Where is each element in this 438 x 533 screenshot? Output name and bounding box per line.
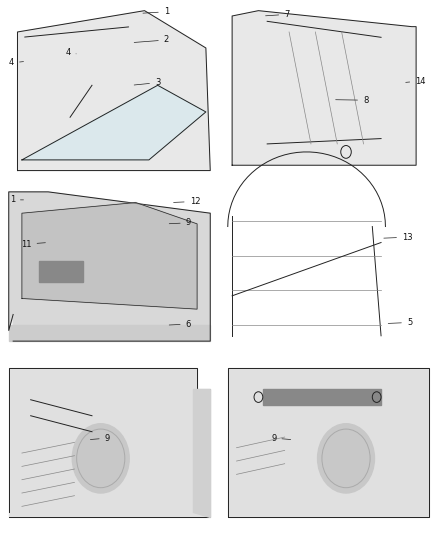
Bar: [39, 261, 83, 282]
Circle shape: [72, 424, 129, 493]
Polygon shape: [22, 203, 197, 309]
Text: 4: 4: [65, 48, 76, 56]
Text: 5: 5: [388, 318, 412, 327]
Text: 4: 4: [9, 59, 24, 67]
Polygon shape: [18, 11, 210, 171]
Text: 7: 7: [265, 10, 290, 19]
Text: 1: 1: [10, 196, 24, 204]
Text: 1: 1: [143, 7, 169, 16]
Polygon shape: [9, 325, 210, 341]
Text: 9: 9: [271, 434, 291, 442]
Text: 13: 13: [384, 233, 413, 241]
Polygon shape: [9, 368, 210, 517]
Polygon shape: [9, 192, 210, 341]
Polygon shape: [232, 11, 416, 165]
Text: 9: 9: [90, 434, 110, 442]
Polygon shape: [193, 389, 210, 517]
Text: 12: 12: [173, 197, 200, 206]
Text: 14: 14: [406, 77, 426, 85]
Polygon shape: [22, 85, 206, 160]
Polygon shape: [228, 368, 429, 517]
Polygon shape: [263, 389, 381, 405]
Text: 2: 2: [134, 36, 169, 44]
Text: 3: 3: [134, 78, 160, 87]
Text: 6: 6: [169, 320, 191, 328]
Text: 8: 8: [336, 96, 368, 104]
Circle shape: [318, 424, 374, 493]
Text: 9: 9: [169, 219, 191, 227]
Text: 11: 11: [21, 240, 46, 248]
